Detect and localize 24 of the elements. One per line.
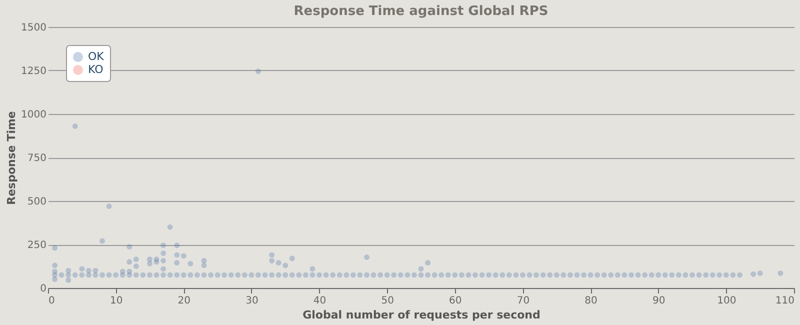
chart-title: Response Time against Global RPS <box>294 4 548 19</box>
y-tick-label: 1250 <box>21 66 46 77</box>
x-tick-label: 110 <box>775 296 794 306</box>
x-tick-label: 90 <box>652 296 666 306</box>
x-tick-label: 80 <box>584 296 598 306</box>
x-tick-label: 0 <box>48 296 55 306</box>
legend-label: KO <box>88 63 104 76</box>
x-tick-label: 60 <box>449 296 462 306</box>
x-tick-label: 100 <box>717 296 736 306</box>
x-tick-label: 70 <box>516 296 530 306</box>
y-tick-label: 500 <box>27 196 46 208</box>
x-tick-label: 30 <box>246 296 258 306</box>
x-tick-label: 40 <box>313 296 326 306</box>
x-tick-label: 20 <box>178 296 191 306</box>
legend-label: OK <box>88 50 105 63</box>
y-axis-title: Response Time <box>5 111 18 205</box>
y-tick-label: 1000 <box>21 110 46 120</box>
y-tick-label: 0 <box>40 284 46 294</box>
y-tick-label: 750 <box>27 153 46 164</box>
y-tick-label: 1500 <box>21 22 46 34</box>
y-tick-label: 250 <box>27 240 46 251</box>
x-tick-label: 50 <box>381 296 394 306</box>
x-tick-label: 10 <box>110 296 123 306</box>
x-axis-title: Global number of requests per second <box>302 308 540 322</box>
